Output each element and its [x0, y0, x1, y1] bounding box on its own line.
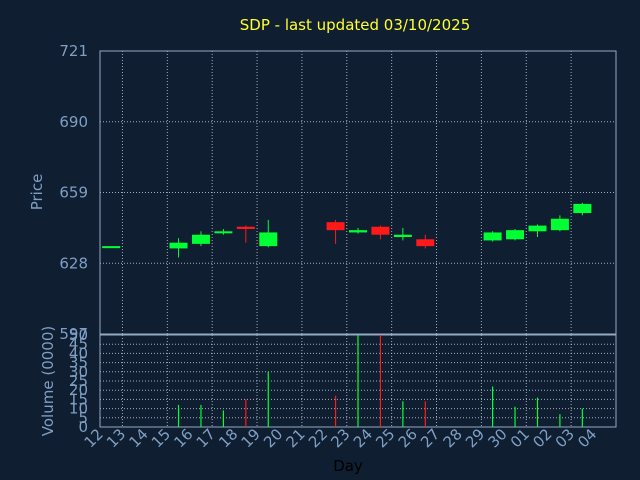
candle-23	[349, 227, 367, 234]
candle-24	[371, 225, 390, 240]
candle-body	[169, 242, 188, 249]
volume-tick-label: 35	[69, 354, 88, 372]
candle-body	[528, 225, 547, 232]
candle-body	[550, 218, 569, 231]
x-axis-label: Day	[333, 457, 363, 475]
chart-title: SDP - last updated 03/10/2025	[240, 16, 471, 34]
candle-body	[393, 234, 412, 238]
volume-bars	[177, 335, 583, 427]
candle-body	[214, 231, 233, 234]
candle-22	[326, 219, 345, 244]
x-axis-ticks: 1213141516171819202122232425262728293001…	[81, 425, 601, 451]
volume-tick-label: 30	[69, 363, 88, 381]
volume-tick-label: 0	[78, 418, 88, 436]
price-tick-label: 721	[59, 42, 88, 60]
candle-body	[191, 234, 210, 244]
candles	[102, 202, 592, 258]
candle-26	[416, 234, 435, 249]
x-tick-label: 04	[574, 425, 600, 451]
candle-19	[259, 219, 278, 248]
candle-29	[483, 231, 502, 242]
price-y-ticks: 721 690 659 628 597	[59, 42, 88, 343]
candle-03	[573, 202, 592, 216]
price-grid	[100, 50, 616, 335]
volume-tick-label: 50	[69, 326, 88, 344]
candle-30	[506, 229, 525, 241]
volume-tick-label: 20	[69, 381, 88, 399]
candle-25	[393, 227, 412, 241]
candle-body	[483, 232, 502, 241]
candle-15	[169, 238, 188, 258]
volume-tick-label: 45	[69, 335, 88, 353]
candle-16	[191, 231, 210, 247]
price-axis-label: Price	[28, 174, 46, 211]
candle-12	[102, 246, 121, 249]
candle-18	[236, 225, 255, 243]
price-tick-label: 628	[59, 254, 88, 272]
candle-body	[506, 230, 525, 240]
candle-body	[259, 232, 278, 247]
candle-17	[214, 229, 233, 235]
volume-tick-label: 25	[69, 372, 88, 390]
volume-tick-label: 5	[78, 409, 88, 427]
price-tick-label: 690	[59, 113, 88, 131]
candle-body	[371, 226, 390, 235]
candle-body	[573, 203, 592, 214]
candle-body	[326, 222, 345, 231]
volume-axis-label: Volume (0000)	[39, 326, 57, 436]
candle-body	[416, 239, 435, 247]
candle-body	[102, 246, 121, 249]
candle-01	[528, 224, 547, 238]
volume-tick-label: 10	[69, 400, 88, 418]
price-tick-label: 659	[59, 184, 88, 202]
candle-body	[236, 226, 255, 230]
price-panel: 721 690 659 628 597 Price	[28, 42, 617, 343]
price-frame	[99, 50, 617, 335]
candle-02	[550, 215, 569, 232]
candle-body	[349, 230, 367, 233]
volume-tick-label: 40	[69, 344, 88, 362]
price-tick-label: 597	[59, 325, 88, 343]
volume-tick-label: 15	[69, 390, 88, 408]
